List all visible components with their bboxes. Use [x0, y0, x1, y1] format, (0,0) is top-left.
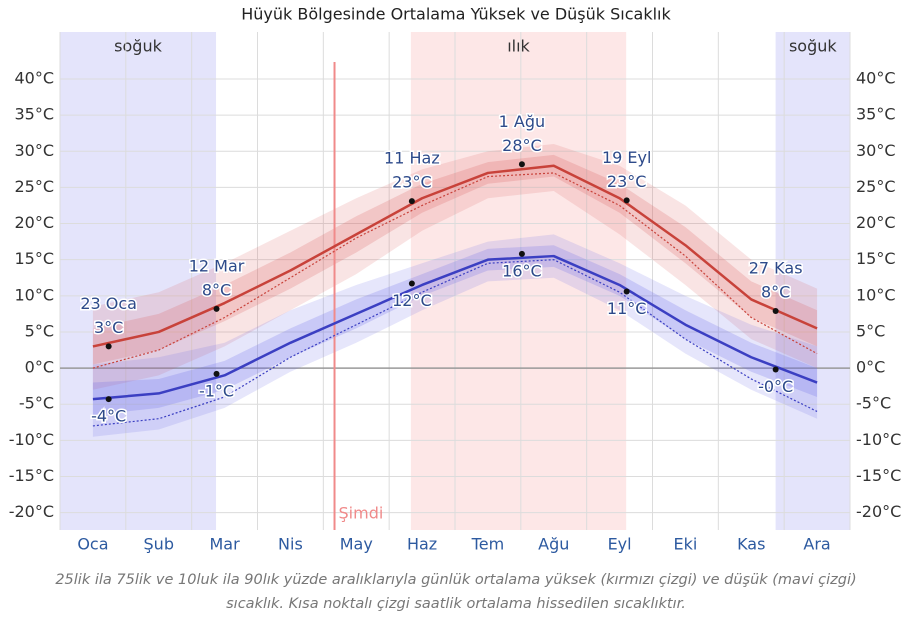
x-tick-label: Mar	[209, 535, 240, 554]
y-tick-label: -10°C	[9, 430, 54, 449]
annotation-date: 11 Haz	[384, 149, 440, 168]
low-label: 12°C	[392, 291, 432, 310]
percentile-band	[92, 154, 818, 365]
low-point	[518, 250, 525, 257]
y-tick-label: 10°C	[14, 285, 54, 304]
y-tick-label-right: 15°C	[856, 249, 896, 268]
y-tick-label-right: -10°C	[856, 430, 901, 449]
percentile-band	[92, 144, 818, 390]
low-point	[623, 288, 630, 295]
chart-title: Hüyük Bölgesinde Ortalama Yüksek ve Düşü…	[241, 5, 671, 24]
y-tick-label: 35°C	[14, 105, 54, 124]
annotation-date: 12 Mar	[189, 256, 245, 275]
low-point	[772, 366, 779, 373]
high-point	[518, 161, 525, 168]
high-label: 3°C	[94, 318, 123, 337]
low-point	[213, 370, 220, 377]
y-tick-label: -5°C	[19, 394, 54, 413]
x-tick-label: Oca	[77, 535, 108, 554]
y-tick-label: 15°C	[14, 249, 54, 268]
y-tick-label-right: 30°C	[856, 141, 896, 160]
annotation-date: 27 Kas	[749, 258, 803, 277]
low-point	[408, 280, 415, 287]
x-tick-label: Şub	[144, 535, 174, 554]
y-tick-label-right: 20°C	[856, 213, 896, 232]
y-tick-label: 0°C	[25, 358, 54, 377]
annotation-date: 1 Ağu	[499, 112, 546, 131]
y-tick-label: -15°C	[9, 466, 54, 485]
y-tick-label: 20°C	[14, 213, 54, 232]
high-label: 23°C	[392, 173, 432, 192]
x-tick-label: Eki	[674, 535, 698, 554]
percentile-band	[92, 234, 818, 437]
x-tick-label: Ağu	[538, 535, 569, 554]
y-tick-label: 40°C	[14, 68, 54, 87]
low-label: -0°C	[758, 377, 793, 396]
temperature-line	[92, 254, 818, 401]
high-label: 23°C	[607, 172, 647, 191]
y-tick-label-right: 0°C	[856, 358, 885, 377]
temperature-line	[92, 164, 818, 348]
caption: 25lik ila 75lik ve 10luk ila 90lık yüzde…	[55, 572, 857, 612]
x-tick-label: Eyl	[608, 535, 632, 554]
low-label: -1°C	[199, 381, 234, 400]
season-label: ılık	[507, 37, 530, 56]
high-point	[772, 307, 779, 314]
x-tick-label: May	[340, 535, 373, 554]
y-tick-label-right: -20°C	[856, 502, 901, 521]
low-label: -4°C	[91, 407, 126, 426]
high-point	[623, 197, 630, 204]
low-label: 16°C	[502, 261, 542, 280]
now-label: Şimdi	[339, 504, 384, 523]
y-tick-label-right: 35°C	[856, 105, 896, 124]
y-tick-label: 5°C	[25, 321, 54, 340]
high-label: 8°C	[202, 280, 231, 299]
x-tick-label: Kas	[737, 535, 765, 554]
chart: Hüyük Bölgesinde Ortalama Yüksek ve Düşü…	[9, 5, 902, 554]
low-label: 11°C	[607, 299, 647, 318]
x-tick-label: Tem	[471, 535, 504, 554]
annotation-date: 23 Oca	[80, 294, 137, 313]
x-tick-label: Nis	[278, 535, 303, 554]
y-tick-label-right: -15°C	[856, 466, 901, 485]
high-label: 28°C	[502, 136, 542, 155]
feels-like-line	[92, 172, 818, 369]
high-label: 8°C	[761, 282, 790, 301]
high-point	[213, 305, 220, 312]
high-point	[408, 198, 415, 205]
high-point	[105, 343, 112, 350]
y-tick-label-right: -5°C	[856, 394, 891, 413]
y-tick-label: -20°C	[9, 502, 54, 521]
annotation-date: 19 Eyl	[602, 148, 651, 167]
season-label: soğuk	[789, 37, 837, 56]
x-tick-label: Haz	[407, 535, 437, 554]
y-tick-label-right: 10°C	[856, 285, 896, 304]
percentile-band	[92, 245, 818, 416]
feels-like-line	[92, 259, 818, 427]
y-tick-label-right: 40°C	[856, 68, 896, 87]
y-tick-label: 30°C	[14, 141, 54, 160]
x-tick-label: Ara	[803, 535, 830, 554]
low-point	[105, 396, 112, 403]
y-tick-label-right: 5°C	[856, 321, 885, 340]
y-tick-label-right: 25°C	[856, 177, 896, 196]
season-label: soğuk	[114, 37, 162, 56]
y-tick-label: 25°C	[14, 177, 54, 196]
